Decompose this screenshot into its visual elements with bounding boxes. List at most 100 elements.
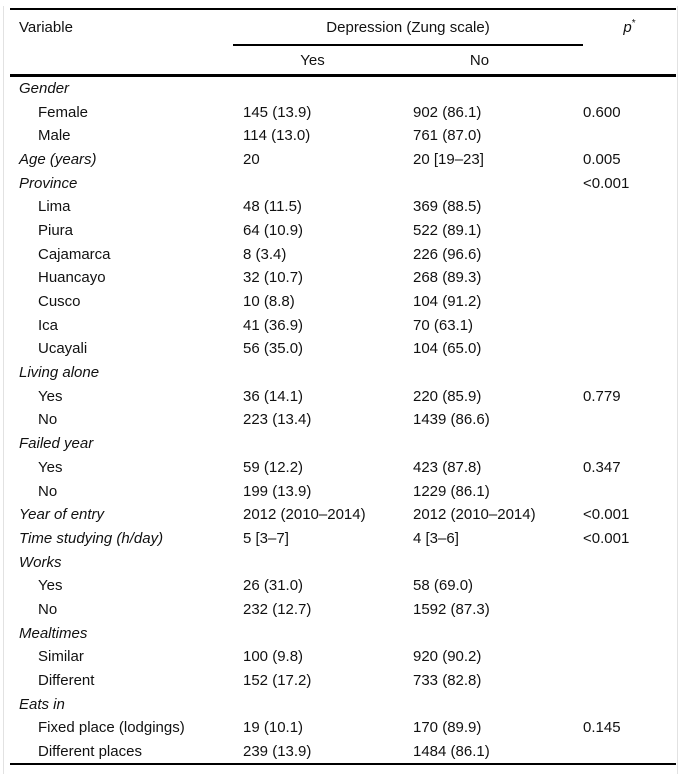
cell-depression-yes: 59 (12.2) [243,458,304,476]
table-row: Ucayali 56 (35.0) 104 (65.0) [10,337,676,361]
row-label: Works [19,553,62,571]
row-label: Different places [38,743,142,761]
cell-depression-no: 1229 (86.1) [413,482,490,500]
cell-depression-yes: 41 (36.9) [243,316,304,334]
table-row: Ica 41 (36.9) 70 (63.1) [10,313,676,337]
cell-depression-yes: 100 (9.8) [243,648,304,666]
table-row: Similar 100 (9.8) 920 (90.2) [10,645,676,669]
row-label: Yes [38,577,63,595]
column-header-yes: Yes [300,51,325,69]
cell-depression-no: 920 (90.2) [413,648,482,666]
cell-depression-no: 1439 (86.6) [413,411,490,429]
row-label: Eats in [19,695,65,713]
table-row: Lima 48 (11.5) 369 (88.5) [10,195,676,219]
cell-depression-yes: 19 (10.1) [243,719,304,737]
table-row: Cajamarca 8 (3.4) 226 (96.6) [10,242,676,266]
cell-depression-no: 70 (63.1) [413,316,474,334]
cell-depression-yes: 56 (35.0) [243,340,304,358]
table-row: Year of entry 2012 (2010–2014) 2012 (201… [10,503,676,527]
cell-depression-no: 902 (86.1) [413,103,482,121]
cell-depression-no: 170 (89.9) [413,719,482,737]
table-row: Female 145 (13.9) 902 (86.1) 0.600 [10,100,676,124]
cell-depression-yes: 114 (13.0) [243,127,311,145]
row-label: Yes [38,387,63,405]
row-label: No [38,600,58,618]
cell-p-value: <0.001 [583,529,630,547]
cell-depression-yes: 20 [243,150,260,168]
row-label: Year of entry [19,506,105,524]
row-label: Male [38,127,71,145]
row-label: Female [38,103,89,121]
table-row: Cusco 10 (8.8) 104 (91.2) [10,290,676,314]
cell-depression-no: 4 [3–6] [413,529,459,547]
cell-depression-yes: 145 (13.9) [243,103,312,121]
row-label: Yes [38,458,63,476]
cell-depression-no: 423 (87.8) [413,458,482,476]
cell-p-value: 0.779 [583,387,621,405]
cell-depression-yes: 10 (8.8) [243,293,295,311]
row-label: Province [19,174,78,192]
cell-p-value: 0.005 [583,150,621,168]
cell-depression-no: 104 (91.2) [413,293,482,311]
table-row: Yes 59 (12.2) 423 (87.8) 0.347 [10,456,676,480]
table-row: Piura 64 (10.9) 522 (89.1) [10,219,676,243]
cell-depression-no: 58 (69.0) [413,577,474,595]
row-label: Lima [38,198,71,216]
row-label: No [38,482,58,500]
table-row: Failed year [10,432,676,456]
p-asterisk: * [631,17,636,29]
cell-depression-no: 522 (89.1) [413,221,482,239]
cell-depression-yes: 64 (10.9) [243,221,304,239]
table-row: No 232 (12.7) 1592 (87.3) [10,598,676,622]
row-label: Piura [38,221,74,239]
table-row: Yes 26 (31.0) 58 (69.0) [10,574,676,598]
table-row: Time studying (h/day) 5 [3–7] 4 [3–6] <0… [10,527,676,551]
row-label: Gender [19,79,70,97]
cell-depression-no: 20 [19–23] [413,150,484,168]
p-label: p [623,18,632,36]
cell-p-value: 0.600 [583,103,621,121]
row-label: Ica [38,316,59,334]
cell-depression-yes: 36 (14.1) [243,387,304,405]
table-header-row-2: Yes No [10,46,676,74]
row-label: Ucayali [38,340,88,358]
header-bottom-rule [10,74,676,77]
cell-depression-yes: 32 (10.7) [243,269,304,287]
table-row: Different places 239 (13.9) 1484 (86.1) [10,740,676,764]
cell-p-value: 0.347 [583,458,621,476]
table-row: Male 114 (13.0) 761 (87.0) [10,124,676,148]
cell-depression-yes: 48 (11.5) [243,198,302,216]
row-label: No [38,411,58,429]
table-row: Yes 36 (14.1) 220 (85.9) 0.779 [10,384,676,408]
cell-p-value: <0.001 [583,174,630,192]
row-label: Cajamarca [38,245,111,263]
row-label: Age (years) [19,150,97,168]
figure-right-edge [677,6,678,774]
row-label: Time studying (h/day) [19,529,164,547]
cell-p-value: 0.145 [583,719,621,737]
cell-depression-yes: 2012 (2010–2014) [243,506,366,524]
cell-depression-no: 2012 (2010–2014) [413,506,536,524]
table-row: Mealtimes [10,621,676,645]
row-label: Failed year [19,435,94,453]
cell-depression-no: 1592 (87.3) [413,600,490,618]
table-row: Works [10,550,676,574]
cell-depression-yes: 26 (31.0) [243,577,304,595]
cell-depression-yes: 5 [3–7] [243,529,289,547]
cell-depression-no: 369 (88.5) [413,198,482,216]
group-spanner [10,44,676,46]
table-row: No 223 (13.4) 1439 (86.6) [10,408,676,432]
cell-depression-no: 733 (82.8) [413,672,482,690]
column-header-variable: Variable [19,18,73,36]
table-bottom-rule [10,763,676,766]
table-row: Living alone [10,361,676,385]
row-label: Living alone [19,364,100,382]
row-label: Mealtimes [19,624,88,642]
table-row: Different 152 (17.2) 733 (82.8) [10,669,676,693]
table-row: Huancayo 32 (10.7) 268 (89.3) [10,266,676,290]
cell-depression-yes: 152 (17.2) [243,672,312,690]
table-row: Age (years) 20 20 [19–23] 0.005 [10,148,676,172]
table-row: Eats in [10,692,676,716]
cell-depression-no: 1484 (86.1) [413,743,490,761]
cell-depression-yes: 239 (13.9) [243,743,312,761]
